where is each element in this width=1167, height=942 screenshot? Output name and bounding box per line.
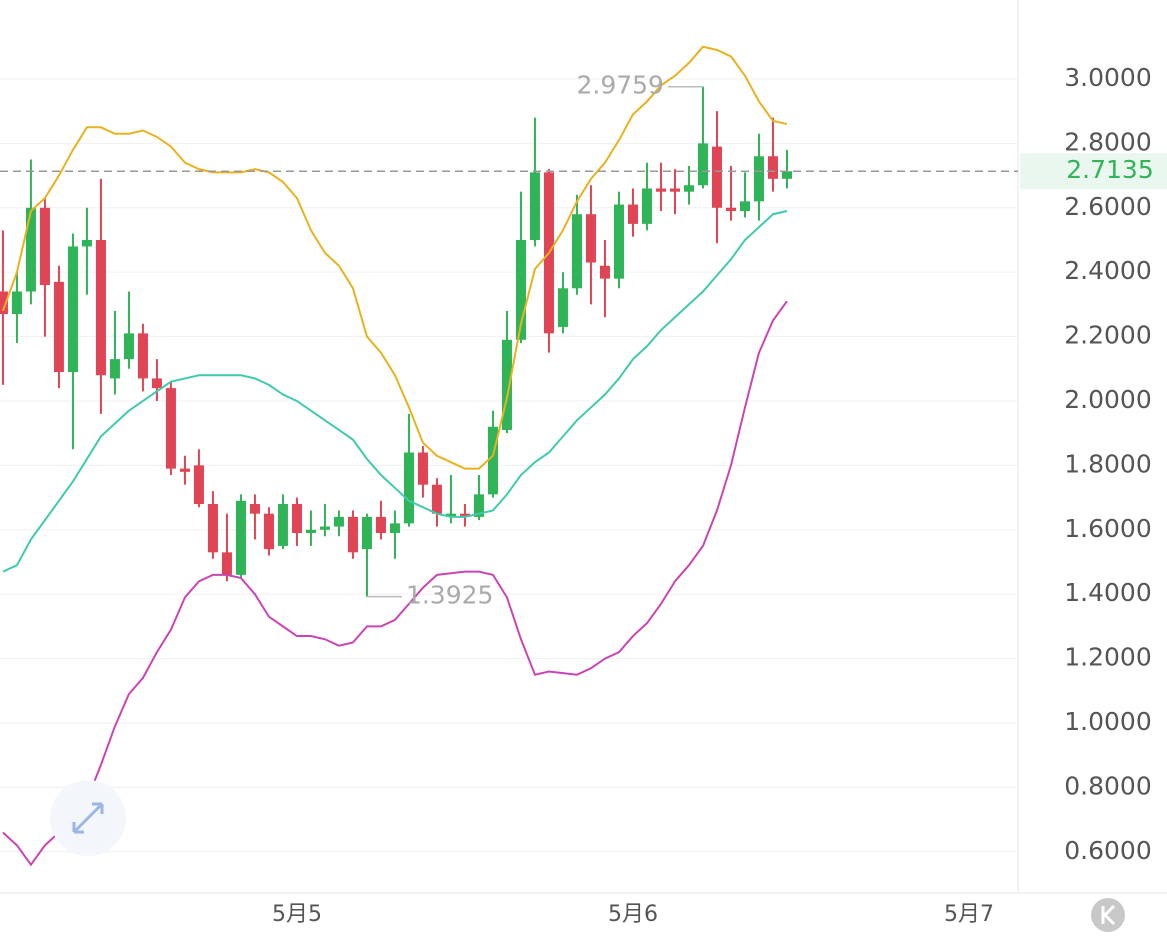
candle-body [235,500,246,575]
candle-body [95,239,106,376]
candle-body [571,214,582,289]
candle-body [501,339,512,430]
x-tick-label: 5月6 [608,902,658,927]
candle-body [305,529,316,534]
candle-body [277,504,288,546]
candle-body [263,513,274,550]
y-tick-label: 1.2000 [1064,643,1151,672]
candle-body [641,188,652,224]
candle-body [193,465,204,505]
k-button[interactable] [1091,898,1125,932]
y-tick-label: 1.6000 [1064,514,1151,543]
candle-body [11,291,22,315]
candle-body [0,291,8,315]
candle-body [557,288,568,327]
candle-body [487,426,498,495]
band-line [2,300,788,867]
y-tick-label: 2.6000 [1064,192,1151,221]
candle-body [431,484,442,514]
band-line [1,45,788,470]
candle-body [67,246,78,373]
candle-body [627,204,638,224]
candle-body [585,214,596,263]
current-price-box [1020,153,1167,190]
candle-body [655,188,666,192]
candle-body [25,207,36,292]
candle-body [123,333,134,360]
y-tick-label: 1.0000 [1064,707,1151,736]
y-tick-label: 0.6000 [1064,836,1151,865]
candle-body [361,516,372,550]
annotation-label: 1.3925 [406,581,493,610]
candle-body [669,188,680,192]
candle-body [473,494,484,517]
y-tick-label: 2.2000 [1064,321,1151,350]
candle-body [459,513,470,517]
candle-body [347,516,358,553]
candle-body [179,468,190,472]
y-tick-label: 2.4000 [1064,256,1151,285]
candle-body [319,526,330,530]
y-tick-label: 0.8000 [1064,771,1151,800]
y-tick-label: 2.0000 [1064,385,1151,414]
candle-body [753,156,764,202]
candle-body [683,185,694,192]
candle-body [515,239,526,340]
candle-body [53,281,64,373]
candle-body [599,265,610,279]
candle-body [81,239,92,247]
candle-body [403,452,414,524]
expand-button[interactable] [50,780,126,856]
y-tick-label: 2.8000 [1064,127,1151,156]
candle-body [109,359,120,379]
candle-body [417,452,428,485]
candle-body [767,156,778,179]
y-tick-label: 1.8000 [1064,449,1151,478]
annotation-label: 2.9759 [576,71,663,100]
candle-body [165,388,176,469]
candle-body [389,523,400,534]
y-tick-label: 1.4000 [1064,578,1151,607]
candle-body [529,172,540,240]
candle-body [151,378,162,389]
candle-body [697,143,708,186]
x-tick-label: 5月5 [272,902,322,927]
candle-body [39,207,50,286]
candle-body [711,146,722,208]
candle-body [739,201,750,212]
candle-body [207,504,218,553]
candle-body [781,171,792,179]
band-line [2,210,788,573]
candle-body [137,333,148,379]
candle-body [375,516,386,534]
expand-icon [72,802,104,834]
candle-body [291,504,302,534]
x-tick-label: 5月7 [944,902,994,927]
candle-body [725,207,736,212]
candle-body [333,516,344,527]
k-bg [1091,898,1125,932]
current-price-label: 2.7135 [1066,155,1153,184]
y-tick-label: 3.0000 [1064,63,1151,92]
candle-body [445,513,456,517]
candle-body [249,504,260,514]
k-icon [1101,904,1116,926]
candle-body [613,204,624,279]
candle-body [221,552,232,575]
